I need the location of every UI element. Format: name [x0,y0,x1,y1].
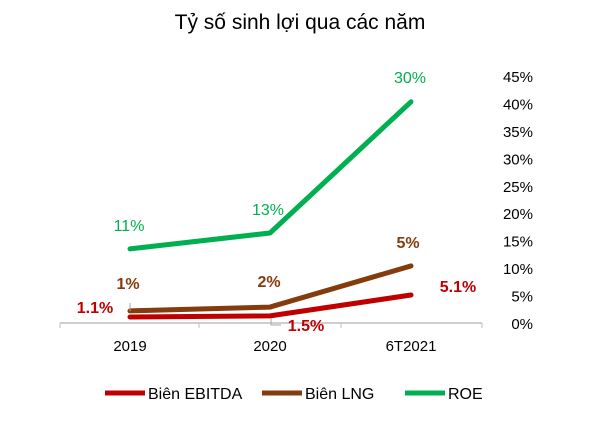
data-label: 2% [257,274,280,291]
y-tick-label: 10% [503,261,533,278]
leader-line [270,318,281,326]
series-line-biên-ebitda [127,292,414,320]
legend-label: Biên LNG [305,386,374,403]
y-tick-label: 45% [503,69,533,86]
data-label: 5.1% [440,279,476,296]
series-line-roe [127,99,414,252]
x-tick-label: 2020 [253,338,286,355]
x-tick-label: 6T2021 [386,338,437,355]
y-tick-label: 35% [503,124,533,141]
data-label: 11% [114,218,145,235]
y-tick-label: 30% [503,151,533,168]
data-label: 1.1% [77,300,113,317]
y-tick-label: 15% [503,234,533,251]
y-tick-label: 0% [511,316,533,333]
data-label: 1.5% [288,318,324,335]
legend-label: ROE [448,386,483,403]
y-tick-label: 40% [503,96,533,113]
data-label: 5% [396,235,419,252]
y-tick-label: 20% [503,206,533,223]
data-label: 30% [394,70,426,87]
y-tick-label: 5% [511,289,533,306]
series-line-biên-lng [127,263,414,314]
y-tick-label: 25% [503,179,533,196]
chart-title: Tỷ số sinh lợi qua các năm [175,11,426,34]
data-label: 1% [116,276,139,293]
x-tick-label: 2019 [113,338,146,355]
legend-label: Biên EBITDA [148,386,243,403]
data-label: 13% [252,202,284,219]
